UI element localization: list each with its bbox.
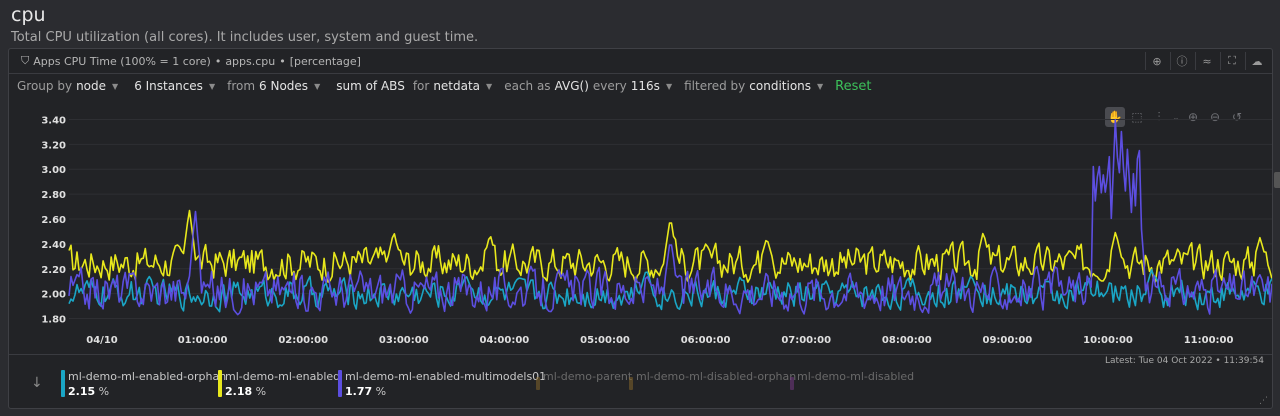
series-line xyxy=(68,268,1273,313)
x-tick-label: 07:00:00 xyxy=(781,335,831,346)
instances-dropdown[interactable]: 6 Instances ▼ xyxy=(134,79,216,93)
legend-item[interactable]: ml-demo-ml-disabled-orphan xyxy=(629,370,797,390)
y-tick-label: 3.20 xyxy=(41,140,66,151)
legend-color-swatch xyxy=(629,377,633,390)
chart-toolbar: Group by node ▼ 6 Instances ▼ from 6 Nodes ▼ … xyxy=(9,74,1272,98)
chevron-down-icon: ▼ xyxy=(314,81,321,91)
chevron-down-icon: ▼ xyxy=(208,81,216,91)
share-icon[interactable]: ☁ xyxy=(1245,52,1268,70)
reset-button[interactable]: Reset xyxy=(835,78,872,94)
legend-color-swatch xyxy=(536,377,540,390)
filter-dropdown[interactable]: filtered by conditions ▼ xyxy=(684,79,824,93)
chevron-down-icon: ▼ xyxy=(817,81,824,91)
latest-timestamp: Latest: Tue 04 Oct 2022 • 11:39:54 xyxy=(1104,356,1264,366)
context-title: Apps CPU Time (100% = 1 core) xyxy=(33,54,211,68)
legend-item-name: ml-demo-ml-enabled-orphan xyxy=(68,370,227,383)
chart-header: ⛉ Apps CPU Time (100% = 1 core) • apps.c… xyxy=(9,49,1272,74)
y-tick-label: 2.20 xyxy=(41,265,66,276)
legend-item[interactable]: ml-demo-ml-enabled-orphan 2.15 % xyxy=(61,370,226,398)
y-tick-label: 1.80 xyxy=(41,315,66,326)
y-tick-label: 2.00 xyxy=(41,290,66,301)
legend-color-swatch xyxy=(61,370,65,397)
x-tick-label: 03:00:00 xyxy=(379,335,429,346)
aggregation-dropdown[interactable]: sum of ABS xyxy=(336,79,405,93)
x-tick-label: 04:00:00 xyxy=(480,335,530,346)
for-dropdown[interactable]: for netdata ▼ xyxy=(412,79,493,93)
x-tick-label: 06:00:00 xyxy=(681,335,731,346)
legend-item-name: ml-demo-ml-enabled-multimodels01 xyxy=(345,370,547,383)
chevron-down-icon: ▼ xyxy=(486,81,493,91)
legend-item-name: ml-demo-parent xyxy=(543,370,633,383)
legend-color-swatch xyxy=(790,377,794,390)
y-tick-label: 2.60 xyxy=(41,215,66,226)
x-tick-label: 04/10 xyxy=(86,335,118,346)
context-icon: ⛉ xyxy=(21,54,30,67)
legend-item[interactable]: ml-demo-ml-enabled 2.18 % xyxy=(218,370,340,398)
resize-handle-icon[interactable]: ⋰ xyxy=(1259,396,1268,406)
series-line xyxy=(68,209,1273,284)
x-tick-label: 10:00:00 xyxy=(1083,335,1133,346)
legend-item-value: 1.77 % xyxy=(345,385,387,398)
legend-color-swatch xyxy=(218,370,222,397)
x-tick-label: 09:00:00 xyxy=(983,335,1033,346)
time-aggregation-dropdown[interactable]: each as AVG() every 116s ▼ xyxy=(504,79,673,93)
select-icon[interactable]: ⬚ xyxy=(1131,110,1143,124)
legend-item-value: 2.18 % xyxy=(225,385,267,398)
y-tick-label: 3.40 xyxy=(41,115,66,126)
reset-zoom-icon[interactable]: ↺ xyxy=(1231,110,1243,124)
series-line xyxy=(68,118,1273,316)
fullscreen-icon[interactable]: ⛶ xyxy=(1220,52,1243,70)
legend-color-swatch xyxy=(338,370,342,397)
legend-item-name: ml-demo-ml-disabled xyxy=(797,370,915,383)
nodes-dropdown[interactable]: from 6 Nodes ▼ xyxy=(227,79,321,93)
pan-icon[interactable]: ✋ xyxy=(1105,107,1125,127)
chevron-down-icon: ▼ xyxy=(112,81,119,91)
zoom-icon[interactable]: ⊕ xyxy=(1145,52,1168,70)
chart-type-icon[interactable]: ≈ xyxy=(1195,52,1218,70)
y-tick-label: 2.40 xyxy=(41,240,66,251)
legend-item[interactable]: ml-demo-ml-enabled-multimodels01 1.77 % xyxy=(338,370,546,398)
legend-item-value: 2.15 % xyxy=(68,385,110,398)
context-id: apps.cpu xyxy=(225,54,276,68)
zoom-out-icon[interactable]: ⊖ xyxy=(1209,110,1221,124)
legend-item-name: ml-demo-ml-enabled xyxy=(225,370,341,383)
chevron-down-icon[interactable]: ⌄ xyxy=(1172,112,1180,122)
chart-area[interactable]: 3.40 3.20 3.00 2.80 2.60 2.40 2.20 2.00 1.80 04/1… xyxy=(9,99,1273,353)
legend-item-name: ml-demo-ml-disabled-orphan xyxy=(636,370,797,383)
x-tick-label: 01:00:00 xyxy=(178,335,228,346)
highlight-icon[interactable]: ⫶ xyxy=(1157,109,1161,124)
units-label: [percentage] xyxy=(289,54,361,68)
y-tick-label: 3.00 xyxy=(41,165,66,176)
info-icon[interactable]: ⓘ xyxy=(1170,52,1193,70)
y-tick-label: 2.80 xyxy=(41,190,66,201)
scrollbar[interactable] xyxy=(1274,172,1280,188)
chart-controls: ✋ ⬚ ⫶ ⌄ ⊕ ⊖ ↺ xyxy=(1105,107,1247,127)
chevron-down-icon: ▼ xyxy=(665,81,673,91)
legend-item[interactable]: ml-demo-ml-disabled xyxy=(790,370,915,390)
group-by-dropdown[interactable]: Group by node ▼ xyxy=(17,79,119,93)
arrow-down-icon[interactable]: ↓ xyxy=(31,375,43,391)
chart-legend: Latest: Tue 04 Oct 2022 • 11:39:54 ↓ ml-… xyxy=(9,354,1272,409)
chart-description: Total CPU utilization (all cores). It in… xyxy=(11,30,479,45)
x-tick-label: 08:00:00 xyxy=(882,335,932,346)
x-tick-label: 11:00:00 xyxy=(1184,335,1234,346)
x-tick-label: 02:00:00 xyxy=(278,335,328,346)
legend-item[interactable]: ml-demo-parent xyxy=(536,370,633,390)
x-tick-label: 05:00:00 xyxy=(580,335,630,346)
line-chart[interactable]: 3.40 3.20 3.00 2.80 2.60 2.40 2.20 2.00 1.80 04/1… xyxy=(9,99,1273,353)
chart-title: cpu xyxy=(11,4,46,26)
zoom-in-icon[interactable]: ⊕ xyxy=(1187,110,1199,124)
chart-card: ⛉ Apps CPU Time (100% = 1 core) • apps.c… xyxy=(8,48,1273,409)
